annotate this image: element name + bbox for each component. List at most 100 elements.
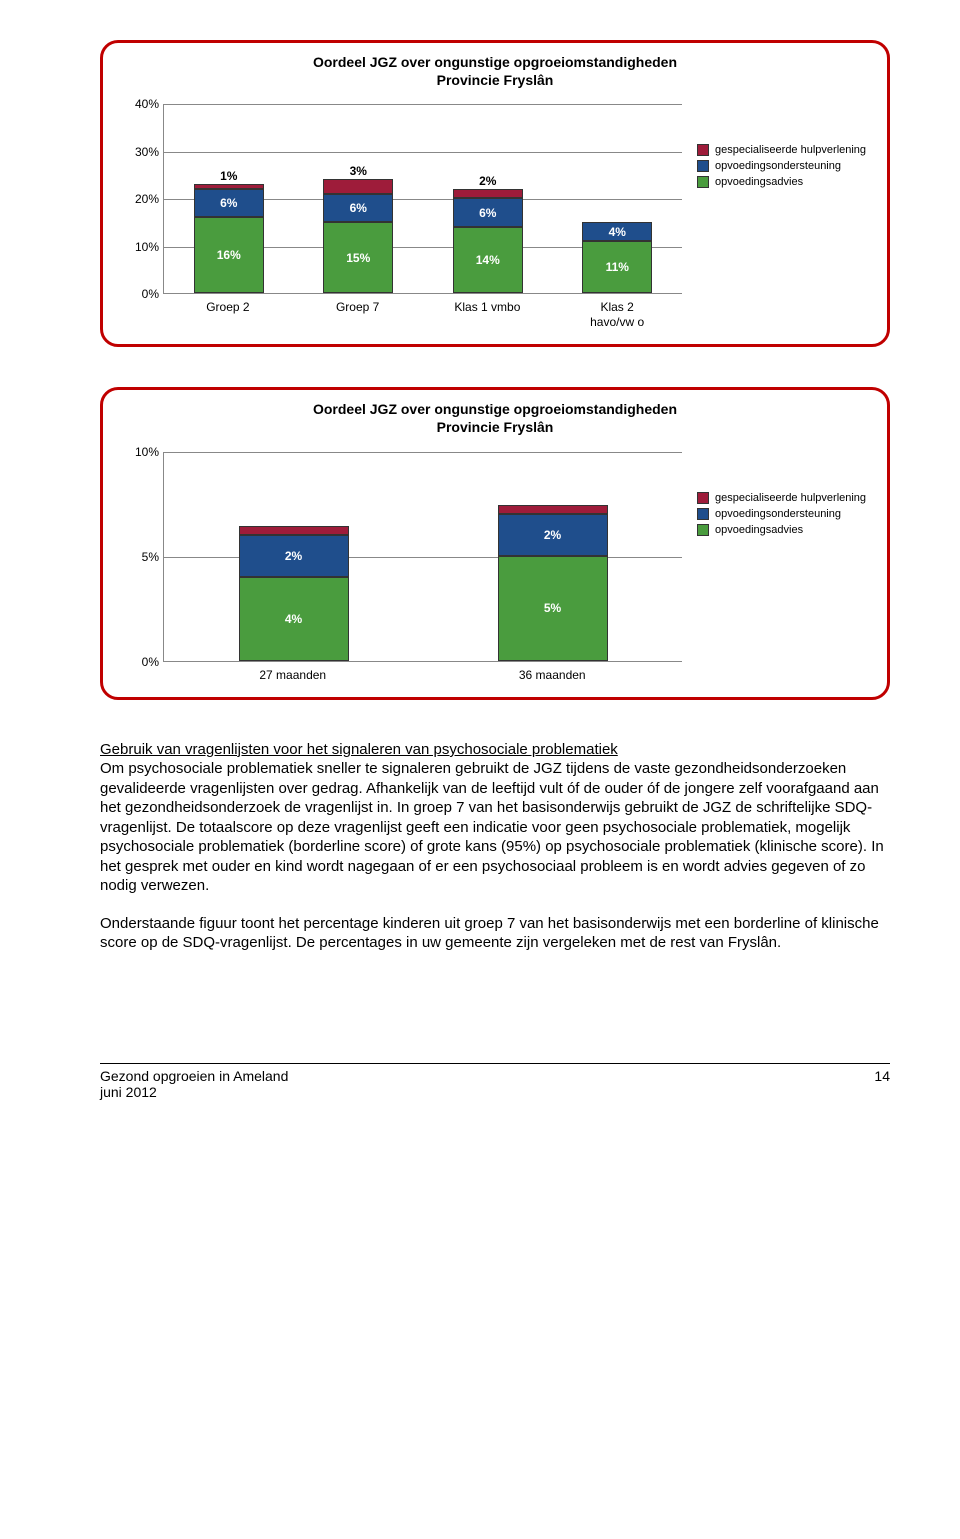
chart2-legend-swatch	[697, 524, 709, 536]
chart1-x-axis-label: Groep 7	[323, 300, 393, 329]
chart2-legend-label: opvoedingsadvies	[715, 524, 803, 536]
chart1-plot: 0%10%20%30%40%16%6%1%15%6%3%14%6%2%11%4%…	[123, 104, 682, 329]
chart2-bar-stack: 5% 2%	[498, 505, 608, 660]
chart2-segment-gespecialiseerde	[498, 505, 608, 513]
chart2-plot-area: 0%5%10%4%2%5%2%	[163, 452, 682, 662]
chart2-legend-item: gespecialiseerde hulpverlening	[697, 492, 867, 504]
chart2-y-axis-label: 0%	[124, 655, 159, 669]
chart2-plot: 0%5%10%4%2%5%2% 27 maanden36 maanden	[123, 452, 682, 682]
chart1-segment-ondersteuning: 6%	[194, 189, 264, 218]
chart2-segment-label: 5%	[499, 601, 607, 615]
chart1-legend-item: gespecialiseerde hulpverlening	[697, 144, 867, 156]
chart1-segment-advies: 14%	[453, 227, 523, 294]
footer-left-line2: juni 2012	[100, 1084, 157, 1100]
chart1-segment-label: 4%	[583, 225, 651, 239]
chart2-x-axis-label: 36 maanden	[497, 668, 607, 682]
chart1-bar-group: 15% 6% 3%	[323, 179, 393, 293]
chart2-legend-label: gespecialiseerde hulpverlening	[715, 492, 866, 504]
chart1-card: Oordeel JGZ over ongunstige opgroeiomsta…	[100, 40, 890, 347]
chart1-legend: gespecialiseerde hulpverlening opvoedings…	[697, 144, 867, 192]
chart1-segment-label: 6%	[195, 196, 263, 210]
chart1-segment-advies: 11%	[582, 241, 652, 293]
page-footer: Gezond opgroeien in Ameland juni 2012 14	[100, 1063, 890, 1100]
chart2-segment-label: 2%	[499, 528, 607, 542]
chart1-body: 0%10%20%30%40%16%6%1%15%6%3%14%6%2%11%4%…	[123, 104, 867, 329]
chart2-segment-ondersteuning: 2%	[239, 535, 349, 577]
chart1-y-axis-label: 20%	[124, 192, 159, 206]
chart2-bar-group: 5% 2%	[498, 505, 608, 660]
chart2-segment-gespecialiseerde	[239, 526, 349, 534]
chart1-bar-stack: 14% 6% 2%	[453, 189, 523, 294]
chart2-legend-item: opvoedingsondersteuning	[697, 508, 867, 520]
chart1-bar-group: 16% 6% 1%	[194, 184, 264, 293]
chart2-bar-stack: 4% 2%	[239, 526, 349, 660]
chart1-segment-label: 6%	[324, 201, 392, 215]
chart1-y-axis-label: 30%	[124, 145, 159, 159]
chart1-segment-ondersteuning: 6%	[453, 198, 523, 227]
chart1-segment-advies: 16%	[194, 217, 264, 293]
chart1-legend-swatch	[697, 144, 709, 156]
paragraph-1: Gebruik van vragenlijsten voor het signa…	[100, 740, 890, 896]
chart1-y-axis-label: 40%	[124, 97, 159, 111]
chart1-segment-ondersteuning: 6%	[323, 194, 393, 223]
chart2-legend-item: opvoedingsadvies	[697, 524, 867, 536]
chart1-title: Oordeel JGZ over ongunstige opgroeiomsta…	[123, 53, 867, 89]
chart1-bars-row: 16% 6% 1% 15% 6% 3% 14% 6% 2% 11% 4%	[164, 104, 682, 293]
chart1-x-axis-label: Klas 2havo/vw o	[582, 300, 652, 329]
chart2-body: 0%5%10%4%2%5%2% 27 maanden36 maanden ges…	[123, 452, 867, 682]
chart1-title-line2: Provincie Fryslân	[437, 72, 554, 88]
chart1-plot-area: 0%10%20%30%40%16%6%1%15%6%3%14%6%2%11%4%	[163, 104, 682, 294]
chart1-bar-stack: 15% 6% 3%	[323, 179, 393, 293]
chart1-x-axis-label: Groep 2	[193, 300, 263, 329]
chart1-segment-label: 16%	[195, 248, 263, 262]
chart1-segment-label: 11%	[583, 260, 651, 274]
chart2-bars-row: 4% 2% 5% 2%	[164, 452, 682, 661]
paragraph-2-body: Onderstaande figuur toont het percentage…	[100, 915, 879, 952]
chart2-y-axis-label: 5%	[124, 550, 159, 564]
chart1-legend-item: opvoedingsadvies	[697, 176, 867, 188]
chart1-y-axis-label: 10%	[124, 240, 159, 254]
chart1-bar-stack: 16% 6% 1%	[194, 184, 264, 293]
chart1-bar-stack: 11% 4%	[582, 222, 652, 293]
chart1-segment-label: 6%	[454, 206, 522, 220]
chart2-bar-group: 4% 2%	[239, 526, 349, 660]
chart2-x-labels: 27 maanden36 maanden	[163, 668, 682, 682]
page-container: Oordeel JGZ over ongunstige opgroeiomsta…	[0, 0, 960, 1120]
chart2-y-axis-label: 10%	[124, 445, 159, 459]
chart2-segment-ondersteuning: 2%	[498, 514, 608, 556]
chart2-title-line1: Oordeel JGZ over ongunstige opgroeiomsta…	[313, 401, 677, 417]
chart2-legend-label: opvoedingsondersteuning	[715, 508, 841, 520]
chart1-bar-group: 14% 6% 2%	[453, 189, 523, 294]
chart1-segment-gespecialiseerde: 2%	[453, 189, 523, 199]
chart1-segment-label: 15%	[324, 251, 392, 265]
chart2-segment-label: 2%	[240, 549, 348, 563]
footer-left-line1: Gezond opgroeien in Ameland	[100, 1068, 288, 1084]
chart2-segment-advies: 5%	[498, 556, 608, 661]
paragraph-1-heading: Gebruik van vragenlijsten voor het signa…	[100, 741, 618, 758]
chart1-legend-swatch	[697, 160, 709, 172]
chart2-legend-swatch	[697, 508, 709, 520]
chart1-segment-label: 1%	[195, 169, 263, 183]
chart2-legend: gespecialiseerde hulpverlening opvoedings…	[697, 492, 867, 540]
chart1-segment-advies: 15%	[323, 222, 393, 293]
chart2-title-line2: Provincie Fryslân	[437, 419, 554, 435]
paragraph-1-body: Om psychosociale problematiek sneller te…	[100, 760, 884, 894]
chart1-segment-label: 14%	[454, 253, 522, 267]
chart1-legend-label: gespecialiseerde hulpverlening	[715, 144, 866, 156]
chart1-legend-label: opvoedingsadvies	[715, 176, 803, 188]
chart2-legend-swatch	[697, 492, 709, 504]
chart1-y-axis-label: 0%	[124, 287, 159, 301]
footer-page-number: 14	[874, 1068, 890, 1100]
footer-left: Gezond opgroeien in Ameland juni 2012	[100, 1068, 288, 1100]
chart1-bar-group: 11% 4%	[582, 222, 652, 293]
chart2-segment-label: 4%	[240, 612, 348, 626]
chart1-x-labels: Groep 2Groep 7Klas 1 vmboKlas 2havo/vw o	[163, 300, 682, 329]
chart1-title-line1: Oordeel JGZ over ongunstige opgroeiomsta…	[313, 54, 677, 70]
chart1-segment-label: 3%	[324, 164, 392, 178]
chart1-legend-label: opvoedingsondersteuning	[715, 160, 841, 172]
chart1-segment-ondersteuning: 4%	[582, 222, 652, 241]
chart1-segment-gespecialiseerde: 1%	[194, 184, 264, 189]
chart1-segment-gespecialiseerde: 3%	[323, 179, 393, 193]
chart2-card: Oordeel JGZ over ongunstige opgroeiomsta…	[100, 387, 890, 700]
chart1-legend-swatch	[697, 176, 709, 188]
